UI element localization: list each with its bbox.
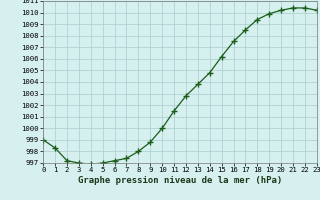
- X-axis label: Graphe pression niveau de la mer (hPa): Graphe pression niveau de la mer (hPa): [78, 176, 282, 185]
